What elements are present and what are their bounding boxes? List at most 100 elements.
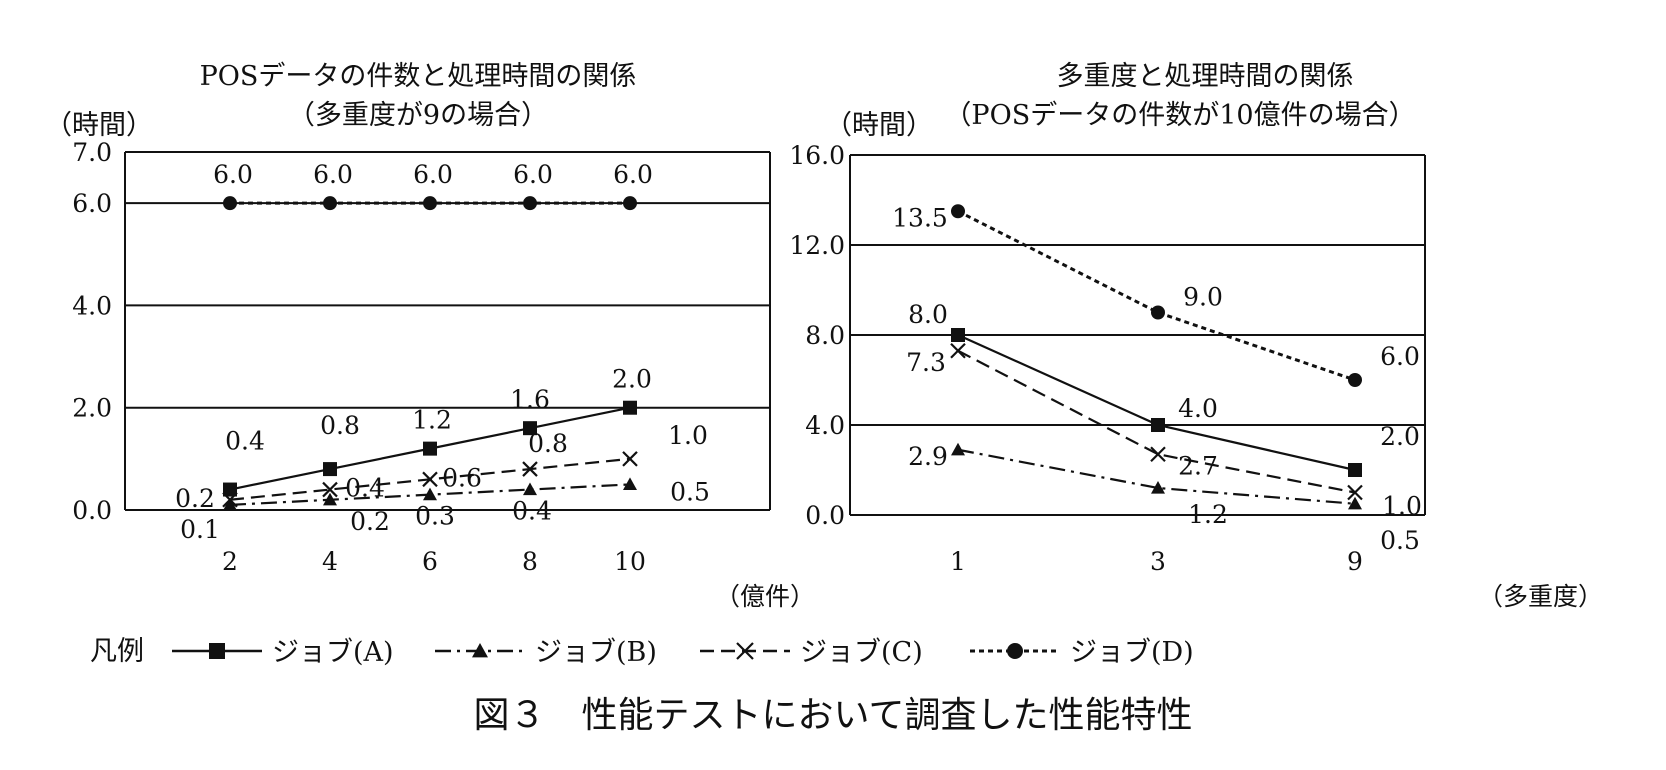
point-B [423, 487, 437, 501]
y-tick-label: 7.0 [72, 138, 112, 167]
chart-right-subtitle: （POSデータの件数が10億件の場合） [944, 100, 1415, 131]
point-B [523, 482, 537, 496]
chart-right: 多重度と処理時間の関係 （POSデータの件数が10億件の場合） （時間） （多重… [789, 61, 1603, 611]
data-label-A: 0.4 [225, 427, 265, 456]
data-label-D: 6.0 [413, 160, 453, 189]
legend-marker-B [472, 643, 488, 658]
chart-left: POSデータの件数と処理時間の関係 （多重度が9の場合） （時間） （億件） 0… [45, 61, 815, 611]
data-label-B: 2.9 [908, 442, 948, 471]
data-label-D: 9.0 [1183, 283, 1223, 312]
point-D [223, 196, 237, 211]
point-D [1348, 373, 1362, 387]
series-line-C [957, 349, 1356, 494]
data-label-A: 0.8 [320, 411, 360, 440]
y-tick-label: 4.0 [72, 291, 112, 320]
legend: 凡例 ジョブ(A) ジョブ(B) ジョブ(C) ジョブ(D) [90, 636, 1194, 668]
series-line-A [957, 333, 1356, 472]
point-C [1347, 484, 1363, 501]
data-label-B: 0.3 [415, 502, 455, 531]
data-label-C: 0.8 [528, 429, 568, 458]
data-label-D: 6.0 [513, 160, 553, 189]
point-A [523, 421, 537, 436]
series-line-B [957, 448, 1356, 505]
figure-caption: 図３ 性能テストにおいて調査した性能特性 [474, 695, 1193, 736]
y-tick-label: 12.0 [789, 231, 845, 260]
chart-left-xunit: （億件） [715, 582, 815, 611]
x-tick-label: 8 [522, 547, 538, 576]
x-tick-label: 6 [422, 547, 438, 576]
data-label-C: 7.3 [906, 348, 946, 377]
x-tick-label: 1 [950, 547, 966, 576]
point-A [623, 400, 637, 415]
x-tick-label: 9 [1347, 547, 1363, 576]
point-B [623, 477, 637, 491]
chart-right-ylabel: （時間） [825, 110, 933, 141]
legend-marker-D [1007, 643, 1023, 659]
y-tick-label: 0.0 [805, 501, 845, 530]
chart-left-title: POSデータの件数と処理時間の関係 [200, 61, 637, 92]
data-label-D: 6.0 [213, 160, 253, 189]
data-label-A: 8.0 [908, 300, 948, 329]
point-D [423, 196, 437, 211]
point-D [323, 196, 337, 211]
legend-label-C: ジョブ(C) [800, 637, 923, 668]
data-label-A: 1.2 [412, 406, 452, 435]
legend-marker-C [736, 642, 754, 660]
data-label-C: 0.4 [345, 474, 385, 503]
y-tick-label: 0.0 [72, 496, 112, 525]
point-B [223, 497, 237, 511]
point-B [951, 442, 965, 456]
point-D [623, 196, 637, 211]
data-label-B: 0.5 [670, 477, 710, 506]
point-C [322, 481, 338, 498]
y-tick-label: 8.0 [805, 321, 845, 350]
y-tick-label: 4.0 [805, 411, 845, 440]
legend-label-D: ジョブ(D) [1070, 637, 1194, 668]
data-label-B: 1.2 [1188, 500, 1228, 529]
legend-label-B: ジョブ(B) [535, 637, 657, 668]
y-tick-label: 6.0 [72, 189, 112, 218]
point-D [1151, 305, 1165, 320]
data-label-D: 6.0 [1380, 342, 1420, 371]
legend-label-A: ジョブ(A) [272, 637, 394, 668]
data-label-B: 0.5 [1380, 526, 1420, 555]
data-label-B: 0.1 [180, 515, 220, 544]
chart-right-xunit: （多重度） [1478, 582, 1603, 611]
point-C [222, 491, 238, 508]
point-A [223, 482, 237, 497]
y-tick-label: 16.0 [789, 141, 845, 170]
data-label-B: 0.4 [512, 497, 552, 526]
x-tick-label: 2 [222, 547, 238, 576]
point-C [522, 461, 538, 477]
data-label-A: 1.6 [510, 385, 550, 414]
data-label-D: 13.5 [892, 203, 948, 232]
point-C [622, 451, 638, 467]
point-B [1151, 481, 1165, 494]
point-A [1151, 418, 1165, 432]
y-tick-label: 2.0 [72, 394, 112, 423]
data-label-C: 0.2 [175, 484, 215, 513]
point-B [323, 492, 337, 506]
data-label-D: 6.0 [313, 160, 353, 189]
legend-marker-A [209, 643, 225, 659]
point-A [323, 462, 337, 477]
point-A [1348, 463, 1362, 477]
data-label-A: 2.0 [612, 365, 652, 394]
data-label-C: 2.7 [1178, 451, 1218, 480]
data-label-C: 1.0 [1382, 492, 1422, 521]
point-D [523, 196, 537, 211]
data-label-C: 0.6 [442, 463, 482, 492]
legend-title: 凡例 [90, 636, 144, 667]
data-label-C: 1.0 [668, 421, 708, 450]
data-label-A: 4.0 [1178, 394, 1218, 423]
point-C [422, 471, 438, 488]
data-label-A: 2.0 [1380, 422, 1420, 451]
chart-left-ylabel: （時間） [45, 110, 153, 141]
point-A [423, 441, 437, 456]
x-tick-label: 3 [1150, 547, 1166, 576]
chart-right-title: 多重度と処理時間の関係 [1057, 61, 1354, 92]
point-C [1150, 446, 1166, 463]
x-tick-label: 4 [322, 547, 338, 576]
series-line-D [957, 209, 1356, 382]
